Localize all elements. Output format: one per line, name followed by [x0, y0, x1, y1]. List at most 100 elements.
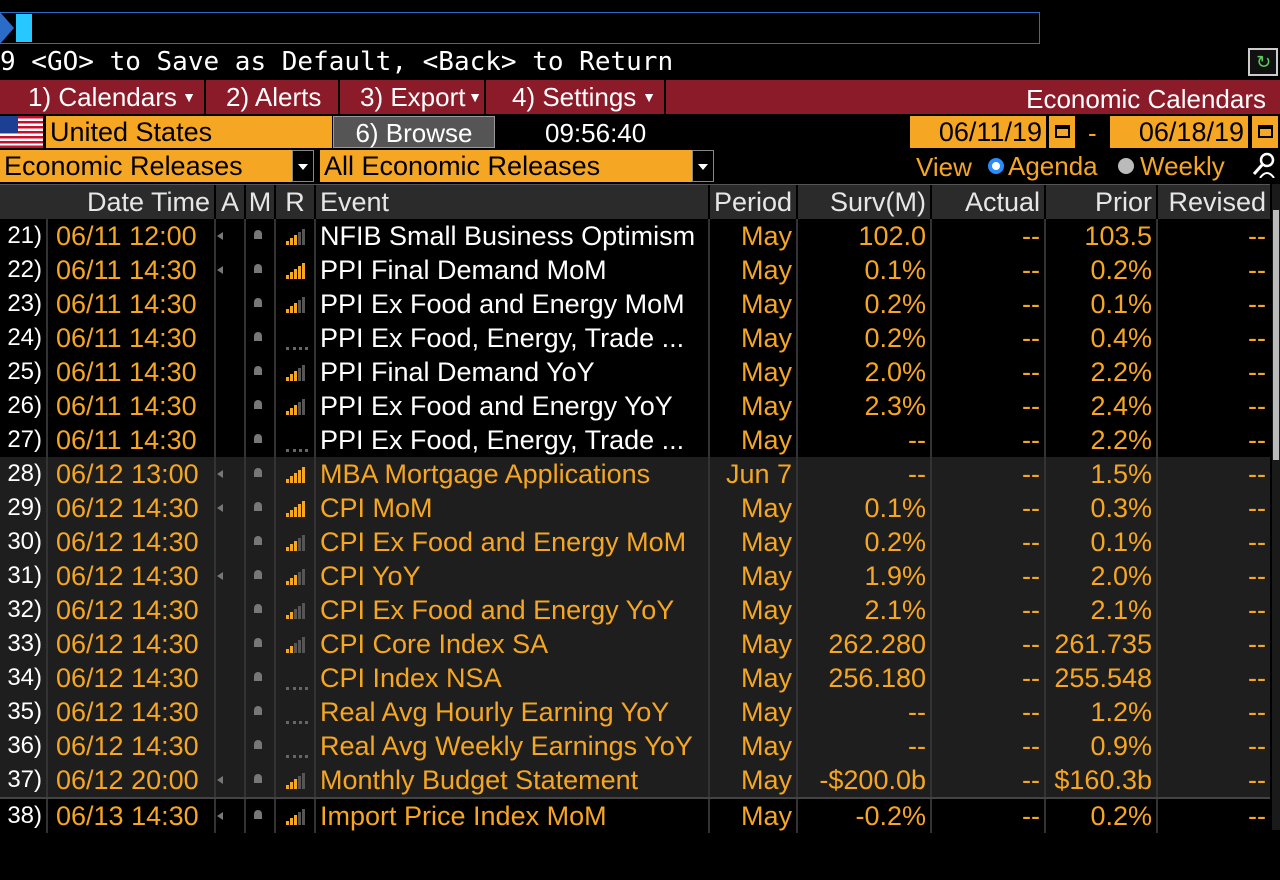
- start-date-field[interactable]: 06/11/19: [910, 116, 1046, 148]
- monitor-cell[interactable]: [246, 559, 276, 593]
- row-number[interactable]: 38): [0, 799, 48, 833]
- menu-settings[interactable]: 4) Settings ▼: [486, 80, 666, 114]
- table-row[interactable]: 26) 06/11 14:30 PPI Ex Food and Energy YoY…: [0, 389, 1270, 423]
- country-field[interactable]: United States: [46, 116, 332, 148]
- header-event[interactable]: Event: [316, 185, 710, 219]
- dropdown-arrow-icon[interactable]: [692, 150, 714, 182]
- search-people-icon[interactable]: [1252, 152, 1276, 178]
- monitor-cell[interactable]: [246, 799, 276, 833]
- alert-cell[interactable]: [216, 253, 246, 287]
- header-relevance[interactable]: R: [276, 185, 316, 219]
- monitor-cell[interactable]: [246, 695, 276, 729]
- row-number[interactable]: 29): [0, 491, 48, 525]
- view-weekly-radio[interactable]: [1118, 158, 1134, 174]
- row-number[interactable]: 32): [0, 593, 48, 627]
- table-row[interactable]: 28) 06/12 13:00 MBA Mortgage Applications J…: [0, 457, 1270, 491]
- row-event[interactable]: Import Price Index MoM: [316, 799, 710, 833]
- monitor-cell[interactable]: [246, 593, 276, 627]
- alert-cell[interactable]: [216, 695, 246, 729]
- row-number[interactable]: 24): [0, 321, 48, 355]
- row-event[interactable]: Real Avg Weekly Earnings YoY: [316, 729, 710, 763]
- header-survey[interactable]: Surv(M): [798, 185, 932, 219]
- monitor-cell[interactable]: [246, 661, 276, 695]
- alert-cell[interactable]: [216, 525, 246, 559]
- monitor-cell[interactable]: [246, 457, 276, 491]
- row-number[interactable]: 28): [0, 457, 48, 491]
- row-number[interactable]: 27): [0, 423, 48, 457]
- row-event[interactable]: PPI Final Demand YoY: [316, 355, 710, 389]
- row-number[interactable]: 23): [0, 287, 48, 321]
- monitor-cell[interactable]: [246, 627, 276, 661]
- alert-cell[interactable]: [216, 661, 246, 695]
- view-agenda-radio[interactable]: [988, 158, 1004, 174]
- alert-cell[interactable]: [216, 457, 246, 491]
- alert-cell[interactable]: [216, 389, 246, 423]
- alert-cell[interactable]: [216, 355, 246, 389]
- row-number[interactable]: 33): [0, 627, 48, 661]
- table-row[interactable]: 21) 06/11 12:00 NFIB Small Business Optimi…: [0, 219, 1270, 253]
- row-number[interactable]: 26): [0, 389, 48, 423]
- alert-cell[interactable]: [216, 321, 246, 355]
- calendar-icon[interactable]: [1047, 116, 1075, 148]
- scrollbar-thumb[interactable]: [1273, 210, 1279, 460]
- alert-cell[interactable]: [216, 287, 246, 321]
- row-event[interactable]: PPI Final Demand MoM: [316, 253, 710, 287]
- view-agenda-label[interactable]: Agenda: [1008, 151, 1098, 181]
- row-event[interactable]: CPI Core Index SA: [316, 627, 710, 661]
- row-number[interactable]: 34): [0, 661, 48, 695]
- row-number[interactable]: 21): [0, 219, 48, 253]
- command-line[interactable]: [0, 12, 1040, 44]
- monitor-cell[interactable]: [246, 355, 276, 389]
- table-row[interactable]: 38) 06/13 14:30 Import Price Index MoM May -…: [0, 797, 1270, 833]
- monitor-cell[interactable]: [246, 253, 276, 287]
- alert-cell[interactable]: [216, 593, 246, 627]
- row-number[interactable]: 35): [0, 695, 48, 729]
- alert-cell[interactable]: [216, 423, 246, 457]
- row-number[interactable]: 37): [0, 763, 48, 797]
- monitor-cell[interactable]: [246, 389, 276, 423]
- row-number[interactable]: 31): [0, 559, 48, 593]
- view-weekly-label[interactable]: Weekly: [1140, 151, 1225, 181]
- table-row[interactable]: 35) 06/12 14:30 Real Avg Hourly Earning Yo…: [0, 695, 1270, 729]
- header-revised[interactable]: Revised: [1168, 187, 1266, 217]
- row-event[interactable]: CPI MoM: [316, 491, 710, 525]
- alert-cell[interactable]: [216, 627, 246, 661]
- menu-alerts[interactable]: 2) Alerts: [206, 80, 340, 114]
- row-event[interactable]: PPI Ex Food and Energy MoM: [316, 287, 710, 321]
- row-number[interactable]: 25): [0, 355, 48, 389]
- monitor-cell[interactable]: [246, 219, 276, 253]
- monitor-cell[interactable]: [246, 729, 276, 763]
- table-row[interactable]: 22) 06/11 14:30 PPI Final Demand MoM May 0.1…: [0, 253, 1270, 287]
- row-event[interactable]: CPI Index NSA: [316, 661, 710, 695]
- alert-cell[interactable]: [216, 763, 246, 797]
- browse-button[interactable]: 6) Browse: [333, 116, 495, 148]
- monitor-cell[interactable]: [246, 491, 276, 525]
- alert-cell[interactable]: [216, 219, 246, 253]
- header-alert[interactable]: A: [216, 185, 246, 219]
- row-event[interactable]: PPI Ex Food, Energy, Trade ...: [316, 321, 710, 355]
- header-actual[interactable]: Actual: [932, 185, 1046, 219]
- alert-cell[interactable]: [216, 491, 246, 525]
- scrollbar[interactable]: [1272, 184, 1280, 830]
- alert-cell[interactable]: [216, 729, 246, 763]
- table-row[interactable]: 30) 06/12 14:30 CPI Ex Food and Energy MoM…: [0, 525, 1270, 559]
- table-row[interactable]: 33) 06/12 14:30 CPI Core Index SA May 262.28…: [0, 627, 1270, 661]
- row-event[interactable]: Real Avg Hourly Earning YoY: [316, 695, 710, 729]
- row-number[interactable]: 36): [0, 729, 48, 763]
- alert-cell[interactable]: [216, 559, 246, 593]
- dropdown-arrow-icon[interactable]: [292, 150, 314, 182]
- table-row[interactable]: 25) 06/11 14:30 PPI Final Demand YoY May 2.0…: [0, 355, 1270, 389]
- row-event[interactable]: CPI Ex Food and Energy YoY: [316, 593, 710, 627]
- row-event[interactable]: CPI YoY: [316, 559, 710, 593]
- header-monitor[interactable]: M: [246, 185, 276, 219]
- refresh-icon[interactable]: ↻: [1248, 48, 1278, 76]
- menu-calendars[interactable]: 1) Calendars ▼: [0, 80, 206, 114]
- table-row[interactable]: 37) 06/12 20:00 Monthly Budget Statement Ma…: [0, 763, 1270, 797]
- alert-cell[interactable]: [216, 799, 246, 833]
- table-row[interactable]: 23) 06/11 14:30 PPI Ex Food and Energy MoM…: [0, 287, 1270, 321]
- row-event[interactable]: NFIB Small Business Optimism: [316, 219, 710, 253]
- table-row[interactable]: 27) 06/11 14:30 PPI Ex Food, Energy, Trade…: [0, 423, 1270, 457]
- monitor-cell[interactable]: [246, 763, 276, 797]
- header-prior[interactable]: Prior: [1046, 185, 1158, 219]
- header-period[interactable]: Period: [710, 185, 798, 219]
